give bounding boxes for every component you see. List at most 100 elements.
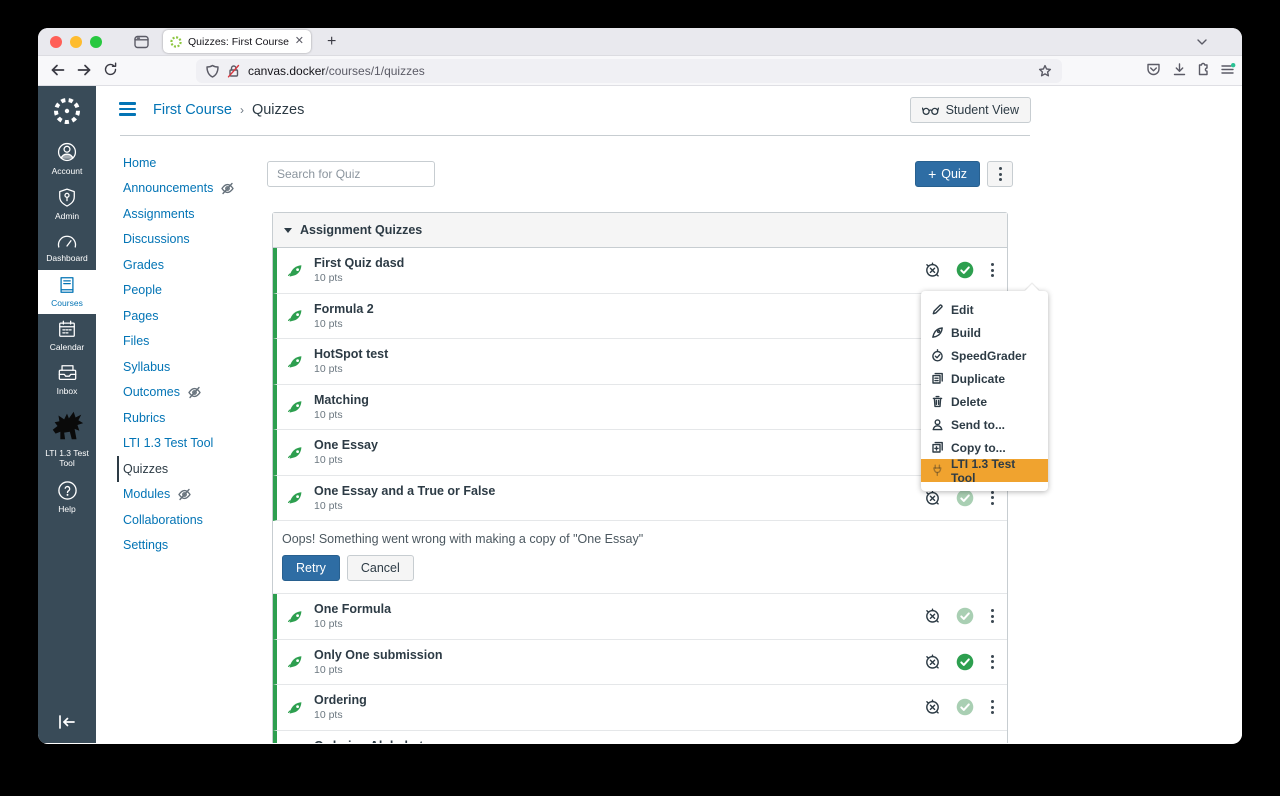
quiz-kebab-icon[interactable] <box>989 607 996 625</box>
course-nav-toggle-icon[interactable] <box>119 102 136 116</box>
quiz-group-title: Assignment Quizzes <box>300 223 423 237</box>
global-nav-label: Admin <box>54 211 80 222</box>
browser-tab[interactable]: Quizzes: First Course ✕ <box>163 30 311 53</box>
global-nav-admin[interactable]: Admin <box>38 182 96 227</box>
breadcrumb: First Course › Quizzes <box>153 102 304 118</box>
forward-icon[interactable] <box>76 62 92 78</box>
tab-close-icon[interactable]: ✕ <box>294 35 304 47</box>
menu-item-speedgrader[interactable]: SpeedGrader <box>921 344 1048 367</box>
course-nav-grades[interactable]: Grades <box>123 257 164 272</box>
extensions-icon[interactable] <box>1196 62 1211 77</box>
menu-item-delete[interactable]: Delete <box>921 390 1048 413</box>
global-nav-account[interactable]: Account <box>38 136 96 182</box>
download-icon[interactable] <box>1172 62 1187 77</box>
global-nav-inbox[interactable]: Inbox <box>38 358 96 402</box>
quiz-kebab-icon[interactable] <box>989 698 996 716</box>
breadcrumb-page: Quizzes <box>251 102 305 118</box>
sis-sync-crossed-icon[interactable] <box>924 261 941 279</box>
app-menu-icon[interactable] <box>1220 62 1236 77</box>
quizzes-options-button[interactable] <box>987 161 1013 187</box>
menu-item-send-to[interactable]: Send to... <box>921 413 1048 436</box>
quiz-kebab-icon[interactable] <box>989 653 996 671</box>
quiz-kebab-icon[interactable] <box>989 489 996 507</box>
quiz-points: 10 pts <box>314 363 343 376</box>
firefox-view-icon[interactable] <box>134 35 149 49</box>
student-view-button[interactable]: Student View <box>909 97 1031 123</box>
publish-icon[interactable] <box>956 607 974 625</box>
back-icon[interactable] <box>50 62 66 78</box>
add-quiz-button[interactable]: + Quiz <box>915 161 980 187</box>
shield-icon[interactable] <box>206 64 219 78</box>
global-nav-dashboard[interactable]: Dashboard <box>38 227 96 269</box>
course-nav-syllabus[interactable]: Syllabus <box>123 359 171 374</box>
course-nav-assignments[interactable]: Assignments <box>123 206 195 221</box>
quiz-title[interactable]: Formula 2 <box>314 301 374 316</box>
quiz-group-header[interactable]: Assignment Quizzes <box>273 213 1007 248</box>
publish-icon[interactable] <box>956 261 974 279</box>
quiz-kebab-icon[interactable] <box>989 261 996 279</box>
new-tab-button[interactable]: + <box>327 32 337 50</box>
sis-sync-crossed-icon[interactable] <box>924 607 941 625</box>
speedgrader-icon <box>931 349 944 362</box>
global-nav-calendar[interactable]: Calendar <box>38 314 96 358</box>
publish-icon[interactable] <box>956 698 974 716</box>
publish-icon[interactable] <box>956 653 974 671</box>
quizzes-page: First Course › Quizzes Student View Home… <box>96 86 1242 743</box>
quiz-title[interactable]: Matching <box>314 392 369 407</box>
zoom-window-button[interactable] <box>90 35 102 48</box>
collapse-nav-icon[interactable] <box>57 714 77 730</box>
global-nav-help[interactable]: Help <box>38 475 96 520</box>
quiz-title[interactable]: Only One submission <box>314 647 443 662</box>
global-nav-lti-tool[interactable]: LTI 1.3 Test Tool <box>38 402 96 474</box>
course-nav-settings[interactable]: Settings <box>123 538 169 553</box>
course-nav-quizzes[interactable]: Quizzes <box>117 456 260 482</box>
course-nav-collaborations[interactable]: Collaborations <box>123 512 203 527</box>
quiz-title[interactable]: HotSpot test <box>314 347 389 362</box>
menu-item-lti-test-tool[interactable]: LTI 1.3 Test Tool <box>921 457 1048 485</box>
search-input[interactable] <box>267 161 435 187</box>
cancel-button[interactable]: Cancel <box>346 555 414 581</box>
menu-item-copy-to[interactable]: Copy to... <box>921 436 1048 459</box>
insecure-lock-icon[interactable] <box>227 64 240 78</box>
course-nav-announcements[interactable]: Announcements <box>120 176 260 202</box>
breadcrumb-course-link[interactable]: First Course <box>153 102 232 118</box>
pocket-icon[interactable] <box>1146 62 1161 77</box>
sis-sync-crossed-icon[interactable] <box>924 698 941 716</box>
reload-icon[interactable] <box>103 62 118 77</box>
quiz-title[interactable]: First Quiz dasd <box>314 256 405 271</box>
quiz-title[interactable]: Ordering Alphabet <box>314 739 423 743</box>
canvas-logo-icon[interactable] <box>51 95 83 132</box>
close-window-button[interactable] <box>50 35 62 48</box>
sis-sync-crossed-icon[interactable] <box>924 489 941 507</box>
course-nav-files[interactable]: Files <box>123 334 150 349</box>
quiz-row: Matching 10 pts <box>273 384 1007 430</box>
publish-icon[interactable] <box>956 489 974 507</box>
quiz-row: One Formula 10 pts <box>273 594 1007 640</box>
course-nav-outcomes[interactable]: Outcomes <box>120 380 260 406</box>
menu-item-duplicate[interactable]: Duplicate <box>921 367 1048 390</box>
course-nav-lti-test-tool[interactable]: LTI 1.3 Test Tool <box>123 436 214 451</box>
quiz-title[interactable]: One Essay and a True or False <box>314 483 496 498</box>
bookmark-star-icon[interactable] <box>1038 64 1052 78</box>
course-nav-pages[interactable]: Pages <box>123 308 159 323</box>
quiz-rocket-icon <box>287 262 304 279</box>
course-nav-rubrics[interactable]: Rubrics <box>123 410 166 425</box>
browser-toolbar: canvas.docker/courses/1/quizzes <box>38 56 1242 86</box>
menu-item-build[interactable]: Build <box>921 321 1048 344</box>
course-nav-modules[interactable]: Modules <box>120 482 260 508</box>
course-nav-people[interactable]: People <box>123 283 162 298</box>
course-nav-home[interactable]: Home <box>123 155 157 170</box>
breadcrumb-separator: › <box>239 103 244 117</box>
minimize-window-button[interactable] <box>70 35 82 48</box>
global-nav-courses[interactable]: Courses <box>38 269 96 314</box>
tab-list-chevron-icon[interactable] <box>1196 38 1208 46</box>
quiz-title[interactable]: Ordering <box>314 693 367 708</box>
quiz-rocket-icon <box>287 489 304 506</box>
retry-button[interactable]: Retry <box>282 555 340 581</box>
sis-sync-crossed-icon[interactable] <box>924 653 941 671</box>
quiz-title[interactable]: One Essay <box>314 438 378 453</box>
quiz-title[interactable]: One Formula <box>314 602 392 617</box>
url-bar[interactable]: canvas.docker/courses/1/quizzes <box>196 59 1062 83</box>
menu-item-edit[interactable]: Edit <box>921 298 1048 321</box>
course-nav-discussions[interactable]: Discussions <box>123 232 190 247</box>
